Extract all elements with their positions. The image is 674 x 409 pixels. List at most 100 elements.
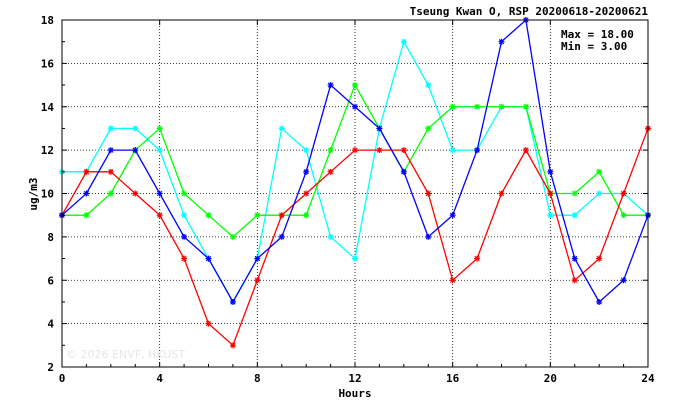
- data-point: [303, 147, 310, 154]
- data-point: [352, 147, 358, 154]
- data-point: [83, 212, 90, 219]
- data-point: [327, 168, 334, 175]
- data-point: [327, 82, 334, 89]
- data-point: [498, 38, 505, 45]
- data-point: [522, 103, 529, 110]
- min-label: Min = 3.00: [561, 40, 627, 53]
- data-point: [352, 103, 358, 110]
- data-point: [303, 212, 310, 219]
- data-point: [205, 320, 212, 327]
- data-point: [449, 212, 456, 219]
- data-point: [229, 342, 236, 349]
- data-point: [596, 168, 603, 175]
- x-tick-label: 0: [59, 372, 66, 385]
- data-point: [547, 212, 554, 219]
- data-point: [400, 38, 407, 45]
- x-tick-label: 20: [544, 372, 557, 385]
- data-point: [181, 233, 188, 240]
- y-tick-label: 14: [41, 101, 55, 114]
- grid: [62, 20, 648, 367]
- data-point: [498, 103, 505, 110]
- max-label: Max = 18.00: [561, 28, 634, 41]
- data-point: [449, 103, 456, 110]
- data-point: [596, 298, 603, 305]
- x-tick-label: 24: [641, 372, 655, 385]
- data-point: [156, 212, 163, 219]
- y-tick-label: 18: [41, 14, 54, 27]
- data-point: [400, 147, 407, 154]
- data-point: [132, 147, 139, 154]
- data-point: [278, 212, 285, 219]
- data-point: [156, 190, 163, 197]
- data-point: [425, 82, 432, 89]
- data-point: [571, 255, 578, 262]
- data-point: [449, 147, 456, 154]
- series-3: [59, 17, 651, 305]
- data-point: [425, 233, 432, 240]
- data-point: [376, 125, 383, 132]
- x-tick-label: 4: [156, 372, 163, 385]
- data-point: [571, 277, 578, 284]
- y-tick-label: 4: [47, 318, 54, 331]
- data-point: [474, 147, 481, 154]
- data-point: [547, 190, 554, 197]
- y-axis: 2 4 6 8 10 12 14 16 18: [41, 14, 648, 374]
- data-point: [278, 125, 285, 132]
- data-point: [620, 190, 627, 197]
- data-point: [620, 212, 627, 219]
- data-point: [474, 255, 481, 262]
- data-point: [571, 190, 578, 197]
- data-point: [229, 233, 236, 240]
- data-point: [278, 233, 285, 240]
- data-point: [156, 147, 163, 154]
- data-point: [596, 190, 603, 197]
- data-point: [352, 82, 358, 89]
- watermark: © 2026 ENVF, HKUST: [66, 348, 185, 361]
- data-point: [83, 190, 90, 197]
- data-point: [303, 168, 310, 175]
- data-point: [620, 277, 627, 284]
- y-tick-label: 6: [47, 274, 54, 287]
- data-point: [327, 233, 334, 240]
- y-axis-label: ug/m3: [27, 177, 40, 210]
- data-point: [522, 147, 529, 154]
- data-point: [107, 125, 114, 132]
- data-point: [132, 125, 139, 132]
- data-point: [425, 190, 432, 197]
- y-tick-label: 8: [47, 231, 54, 244]
- data-point: [181, 212, 188, 219]
- data-point: [181, 190, 188, 197]
- data-point: [596, 255, 603, 262]
- data-point: [254, 277, 261, 284]
- data-point: [181, 255, 188, 262]
- y-tick-label: 10: [41, 188, 54, 201]
- chart-title: Tseung Kwan O, RSP 20200618-20200621: [410, 5, 649, 18]
- data-point: [376, 147, 383, 154]
- series-2: [59, 125, 651, 349]
- data-point: [400, 168, 407, 175]
- data-point: [205, 255, 212, 262]
- x-tick-label: 12: [348, 372, 361, 385]
- data-point: [352, 255, 358, 262]
- data-point: [327, 147, 334, 154]
- y-tick-label: 16: [41, 57, 55, 70]
- data-point: [303, 190, 310, 197]
- data-point: [107, 168, 114, 175]
- data-point: [107, 147, 114, 154]
- data-point: [107, 190, 114, 197]
- x-axis-label: Hours: [338, 387, 371, 400]
- y-tick-label: 2: [47, 361, 54, 374]
- data-point: [254, 255, 261, 262]
- data-point: [425, 125, 432, 132]
- data-point: [156, 125, 163, 132]
- data-point: [449, 277, 456, 284]
- x-tick-label: 16: [446, 372, 460, 385]
- x-axis: 0 4 8 12 16 20 24: [59, 20, 655, 385]
- data-point: [547, 168, 554, 175]
- data-point: [474, 103, 481, 110]
- data-point: [254, 212, 261, 219]
- data-point: [498, 190, 505, 197]
- y-tick-label: 12: [41, 144, 54, 157]
- data-point: [132, 190, 139, 197]
